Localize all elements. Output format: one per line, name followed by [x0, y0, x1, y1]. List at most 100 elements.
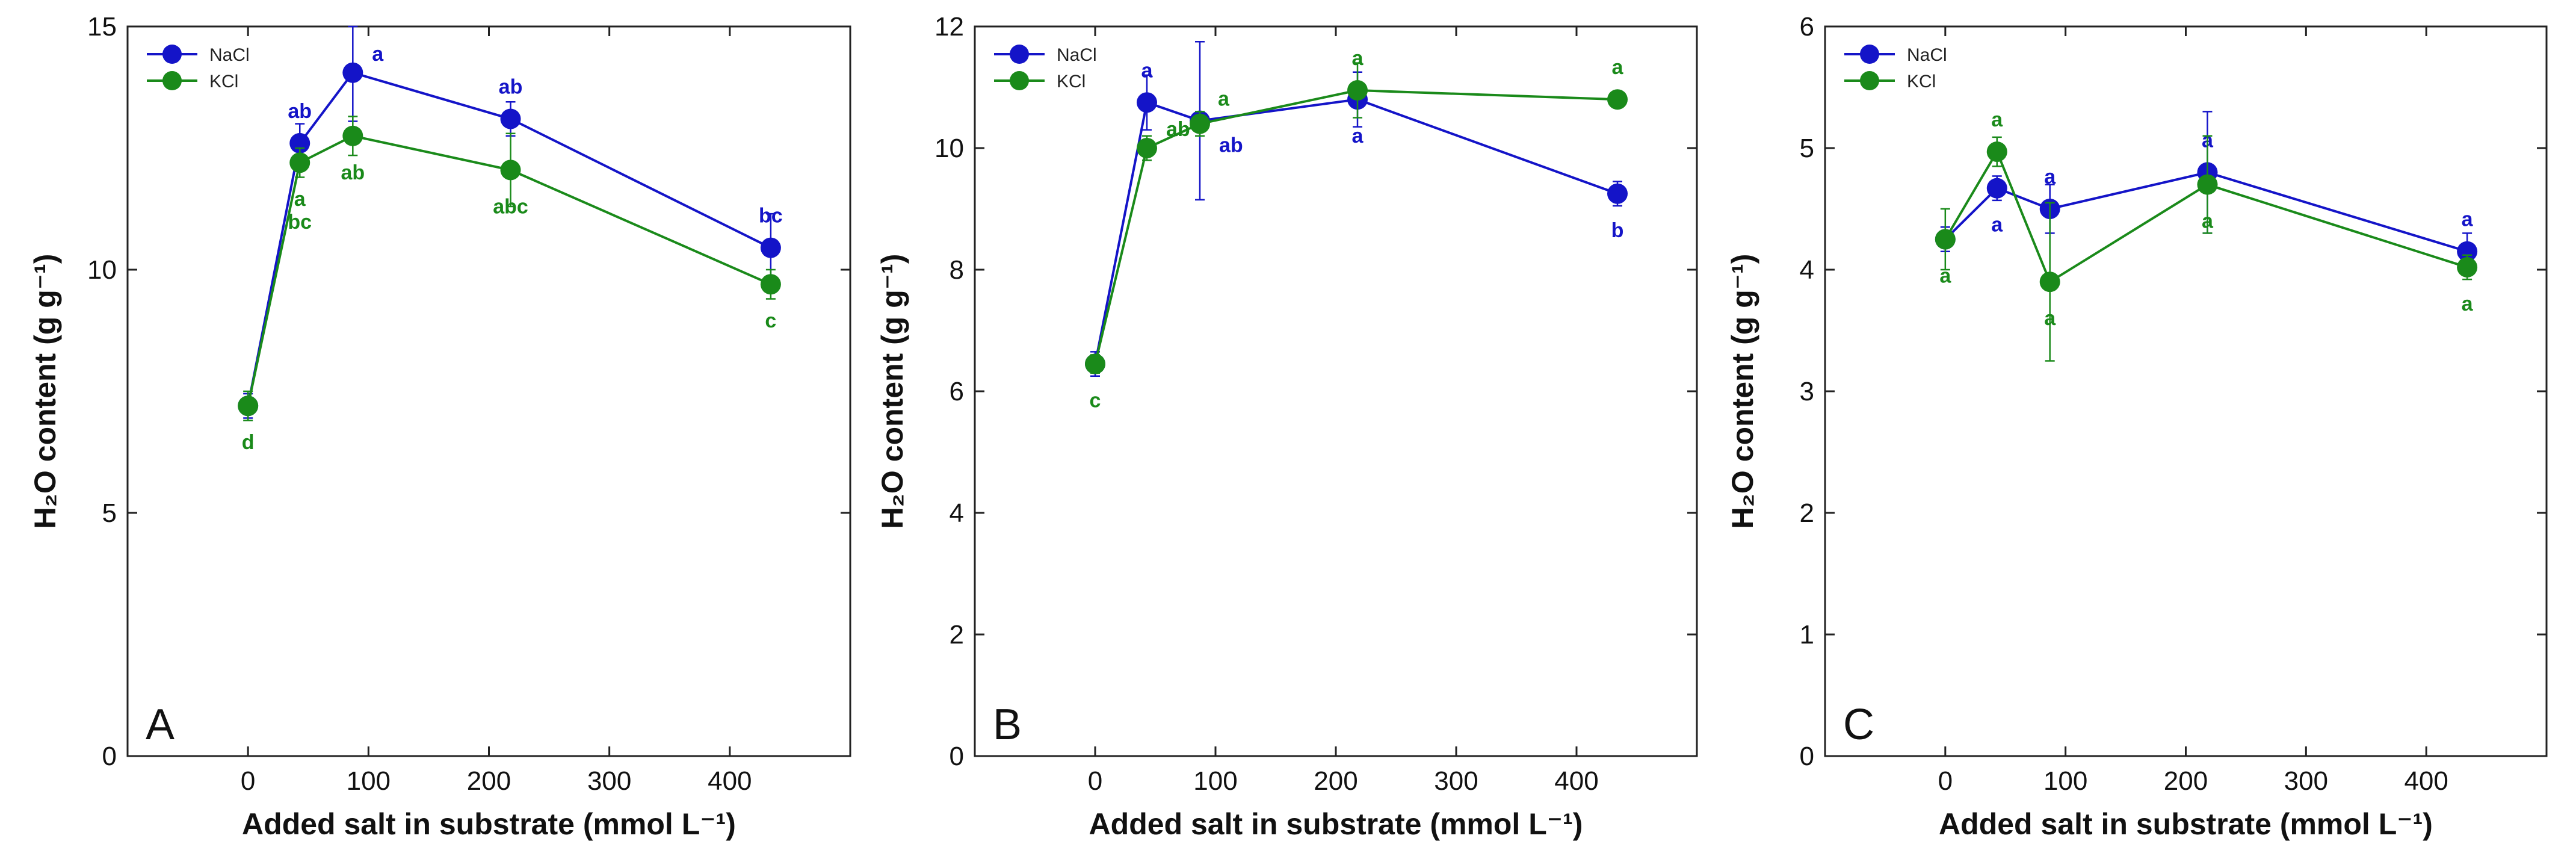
data-point [500, 108, 521, 129]
legend-label: NaCl [1907, 45, 1947, 65]
data-point [1607, 183, 1628, 204]
data-point [1085, 353, 1105, 374]
legend-label: NaCl [209, 45, 250, 65]
legend-label: KCl [209, 72, 238, 91]
series-nacl: ab a ab bc [238, 25, 783, 419]
plot-frame [126, 25, 851, 757]
data-point [1986, 141, 2007, 163]
y-tick-label: 2 [950, 620, 964, 650]
y-tick-label: 0 [950, 742, 964, 771]
significance-label: a [1352, 125, 1364, 147]
data-point [1935, 229, 1956, 250]
significance-label: a [1991, 108, 2003, 131]
significance-label: a [1218, 88, 1230, 111]
chart-panel-a: 0 5 10 15 0 100 200 300 400 Added salt in substra… [28, 12, 851, 841]
significance-label: d [242, 431, 255, 454]
data-point [342, 125, 363, 146]
legend: NaCl KCl [994, 45, 1097, 91]
plot-frame [974, 25, 1698, 757]
significance-label: a [1352, 47, 1364, 70]
y-axis-title: H₂O content (g g⁻¹) [876, 254, 909, 529]
panel-letter: A [146, 701, 175, 749]
x-tick-label: 200 [1314, 766, 1357, 796]
significance-label: a [1141, 59, 1154, 82]
data-point [1347, 80, 1368, 101]
significance-label: a [1991, 214, 2003, 237]
data-point [500, 160, 521, 181]
significance-label: ab [499, 76, 523, 99]
x-axis-title: Added salt in substrate (mmol L⁻¹) [1939, 807, 2433, 841]
x-axis-title: Added salt in substrate (mmol L⁻¹) [242, 807, 736, 841]
significance-label: c [765, 309, 776, 332]
significance-label: b [1611, 219, 1624, 242]
legend-marker [1010, 45, 1029, 64]
significance-label: ab [1219, 134, 1243, 157]
legend-label: NaCl [1057, 45, 1097, 65]
data-point [1137, 92, 1157, 113]
legend: NaCl KCl [1844, 45, 1947, 91]
x-tick-label: 300 [587, 766, 631, 796]
data-point [238, 395, 259, 417]
data-point [1607, 89, 1628, 110]
y-tick-label: 6 [950, 377, 964, 406]
significance-label: ab [1166, 118, 1190, 141]
significance-label: bc [759, 205, 783, 228]
significance-label: a [2044, 166, 2056, 188]
x-tick-label: 400 [708, 766, 752, 796]
y-tick-label: 0 [1800, 742, 1814, 771]
legend-marker [1860, 45, 1879, 64]
x-tick-label: 300 [1434, 766, 1478, 796]
legend-marker [162, 71, 182, 90]
series-kcl: a a a a a [1935, 108, 2478, 362]
y-tick-label: 3 [1800, 377, 1814, 406]
x-tick-label: 400 [1554, 766, 1598, 796]
data-point [2197, 174, 2218, 195]
x-tick-label: 100 [347, 766, 391, 796]
y-axis-title: H₂O content (g g⁻¹) [1726, 254, 1759, 529]
data-point [760, 274, 781, 295]
y-tick-label: 15 [87, 12, 117, 42]
x-tick-label: 200 [2164, 766, 2208, 796]
data-point [289, 152, 310, 173]
significance-label: ab [341, 161, 365, 184]
data-point [2039, 271, 2060, 293]
significance-label: ab [288, 100, 312, 123]
significance-label: a [2462, 208, 2474, 231]
x-tick-label: 0 [241, 766, 255, 796]
data-point [760, 237, 781, 258]
legend-label: KCl [1057, 72, 1086, 91]
y-axis-title: H₂O content (g g⁻¹) [28, 254, 62, 529]
panel-letter: C [1843, 701, 1874, 749]
significance-label: a [372, 43, 384, 66]
y-tick-label: 10 [934, 134, 964, 163]
y-tick-label: 8 [950, 255, 964, 285]
y-tick-label: 5 [1800, 134, 1814, 163]
x-tick-label: 200 [467, 766, 511, 796]
x-tick-label: 0 [1938, 766, 1953, 796]
x-tick-label: 400 [2404, 766, 2448, 796]
legend-marker [1860, 71, 1879, 90]
x-tick-label: 0 [1088, 766, 1102, 796]
chart-panel-b: 0 2 4 6 8 10 12 0 100 200 300 400 Added salt in subs… [876, 12, 1698, 841]
significance-label: abc [493, 195, 528, 218]
y-tick-label: 12 [934, 12, 964, 42]
significance-label: a [2044, 307, 2056, 330]
y-tick-label: 6 [1800, 12, 1814, 42]
data-point [1986, 178, 2007, 199]
y-tick-label: 10 [87, 255, 117, 285]
legend-marker [1010, 71, 1029, 90]
data-point [1190, 113, 1210, 134]
legend-label: KCl [1907, 72, 1936, 91]
x-tick-label: 300 [2284, 766, 2328, 796]
significance-label: a [1939, 265, 1951, 288]
data-point [1137, 138, 1157, 158]
y-tick-label: 4 [1800, 255, 1814, 285]
significance-label: a [2202, 210, 2214, 233]
significance-label: c [1090, 389, 1101, 412]
legend: NaCl KCl [147, 45, 250, 91]
significance-label: bc [288, 211, 312, 234]
y-tick-label: 0 [102, 742, 117, 771]
